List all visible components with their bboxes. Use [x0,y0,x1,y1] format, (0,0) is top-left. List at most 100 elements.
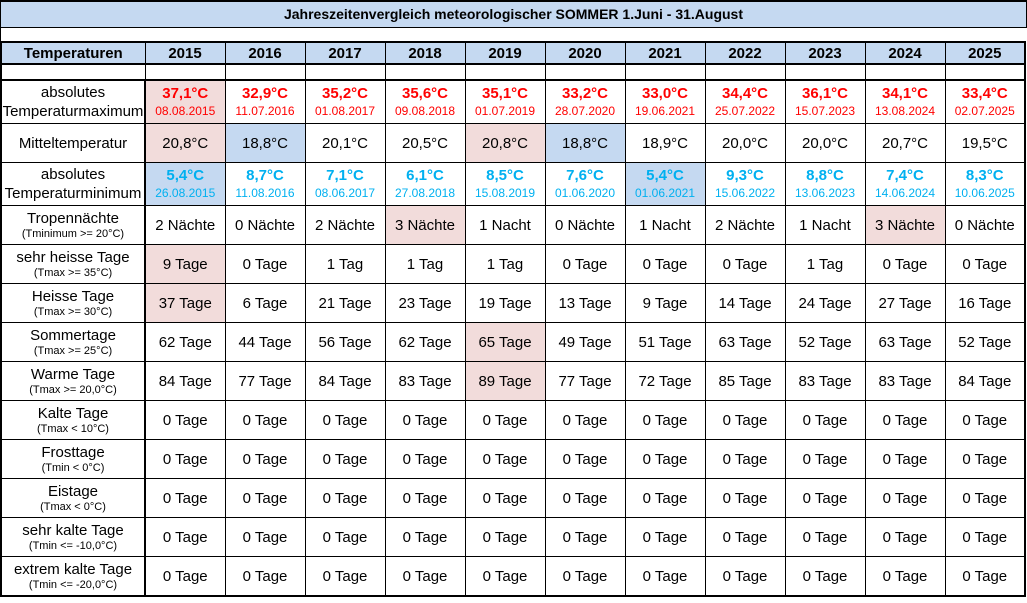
cell-2015: 0 Tage [144,439,226,479]
cell-2019: 35,1°C 01.07.2019 [464,79,546,124]
cell-2024: 0 Tage [864,244,946,284]
cell-2023: 83 Tage [784,361,866,401]
cell-2019: 8,5°C 15.08.2019 [464,162,546,206]
cell-2023: 0 Tage [784,517,866,557]
row-label: Mitteltemperatur [0,123,146,163]
year-header-2021: 2021 [624,41,706,65]
cell-2020: 33,2°C 28.07.2020 [544,79,626,124]
spacer-cell [144,63,226,81]
cell-2015: 84 Tage [144,361,226,401]
cell-2022: 85 Tage [704,361,786,401]
cell-2024: 0 Tage [864,400,946,440]
cell-2019: 19 Tage [464,283,546,323]
cell-2015: 2 Nächte [144,205,226,245]
cell-2020: 0 Nächte [544,205,626,245]
spacer-cell [464,63,546,81]
row-sublabel: (Tminimum >= 20°C) [21,228,125,240]
cell-2020: 0 Tage [544,400,626,440]
cell-2025: 84 Tage [944,361,1026,401]
cell-2024: 0 Tage [864,439,946,479]
cell-2021: 9 Tage [624,283,706,323]
cell-2018: 0 Tage [384,439,466,479]
row-label: Heisse Tage (Tmax >= 30°C) [0,283,146,323]
cell-2015: 37 Tage [144,283,226,323]
cell-2020: 0 Tage [544,439,626,479]
cell-2017: 0 Tage [304,400,386,440]
row-temperaturminimum: absolutes Temperaturminimum 5,4°C 26.08.201… [0,162,1026,206]
cell-2023: 0 Tage [784,478,866,518]
cell-2017: 1 Tag [304,244,386,284]
cell-2018: 62 Tage [384,322,466,362]
cell-2025: 0 Nächte [944,205,1026,245]
year-header-2015: 2015 [144,41,226,65]
cell-2025: 0 Tage [944,478,1026,518]
row-label: absolutes Temperaturminimum [0,162,146,206]
cell-2018: 3 Nächte [384,205,466,245]
row-sublabel: (Tmin <= -20,0°C) [28,579,118,591]
cell-2021: 72 Tage [624,361,706,401]
cell-2017: 7,1°C 08.06.2017 [304,162,386,206]
cell-2016: 77 Tage [224,361,306,401]
cell-2018: 6,1°C 27.08.2018 [384,162,466,206]
cell-2024: 20,7°C [864,123,946,163]
cell-2025: 0 Tage [944,400,1026,440]
cell-2024: 34,1°C 13.08.2024 [864,79,946,124]
cell-2023: 24 Tage [784,283,866,323]
cell-2017: 0 Tage [304,556,386,597]
cell-2021: 0 Tage [624,556,706,597]
cell-2023: 0 Tage [784,439,866,479]
cell-2017: 0 Tage [304,517,386,557]
row-label: Sommertage (Tmax >= 25°C) [0,322,146,362]
row-eistage: Eistage (Tmax < 0°C) 0 Tage 0 Tage 0 Tage 0 T… [0,478,1026,518]
spacer-cell [864,63,946,81]
cell-2016: 0 Tage [224,244,306,284]
cell-2022: 20,0°C [704,123,786,163]
cell-2016: 6 Tage [224,283,306,323]
cell-2016: 0 Tage [224,400,306,440]
row-sehr-kalte-tage: sehr kalte Tage (Tmin <= -10,0°C) 0 Tage 0 … [0,517,1026,557]
spacer-cell [0,63,146,81]
row-extrem-kalte-tage: extrem kalte Tage (Tmin <= -20,0°C) 0 Tage… [0,556,1026,597]
row-heisse-tage: Heisse Tage (Tmax >= 30°C) 37 Tage 6 Tage 21… [0,283,1026,323]
year-header-2018: 2018 [384,41,466,65]
cell-2019: 65 Tage [464,322,546,362]
cell-2021: 51 Tage [624,322,706,362]
cell-2019: 0 Tage [464,478,546,518]
cell-2017: 0 Tage [304,439,386,479]
spacer [0,28,1027,41]
cell-2022: 0 Tage [704,400,786,440]
cell-2016: 0 Tage [224,478,306,518]
cell-2019: 89 Tage [464,361,546,401]
cell-2018: 35,6°C 09.08.2018 [384,79,466,124]
row-sublabel: (Tmin < 0°C) [41,462,105,474]
row-sublabel: (Tmax >= 20,0°C) [29,384,117,396]
cell-2023: 20,0°C [784,123,866,163]
cell-2018: 20,5°C [384,123,466,163]
cell-2019: 1 Tag [464,244,546,284]
row-sehr-heisse-tage: sehr heisse Tage (Tmax >= 35°C) 9 Tage 0 Ta… [0,244,1026,284]
year-header-2016: 2016 [224,41,306,65]
row-label: Warme Tage (Tmax >= 20,0°C) [0,361,146,401]
header-row: Temperaturen 2015 2016 2017 2018 2019 2020 202… [0,41,1026,65]
cell-2016: 0 Tage [224,439,306,479]
cell-2020: 0 Tage [544,244,626,284]
cell-2015: 0 Tage [144,478,226,518]
row-label: Kalte Tage (Tmax < 10°C) [0,400,146,440]
spacer-cell [304,63,386,81]
row-label: sehr heisse Tage (Tmax >= 35°C) [0,244,146,284]
cell-2024: 0 Tage [864,517,946,557]
row-kalte-tage: Kalte Tage (Tmax < 10°C) 0 Tage 0 Tage 0 Tag… [0,400,1026,440]
cell-2023: 52 Tage [784,322,866,362]
cell-2018: 0 Tage [384,556,466,597]
cell-2015: 37,1°C 08.08.2015 [144,79,226,124]
cell-2022: 0 Tage [704,478,786,518]
cell-2019: 0 Tage [464,517,546,557]
cell-2023: 1 Tag [784,244,866,284]
cell-2025: 33,4°C 02.07.2025 [944,79,1026,124]
year-header-2017: 2017 [304,41,386,65]
cell-2018: 23 Tage [384,283,466,323]
cell-2025: 0 Tage [944,244,1026,284]
cell-2021: 0 Tage [624,517,706,557]
cell-2023: 8,8°C 13.06.2023 [784,162,866,206]
cell-2021: 0 Tage [624,400,706,440]
